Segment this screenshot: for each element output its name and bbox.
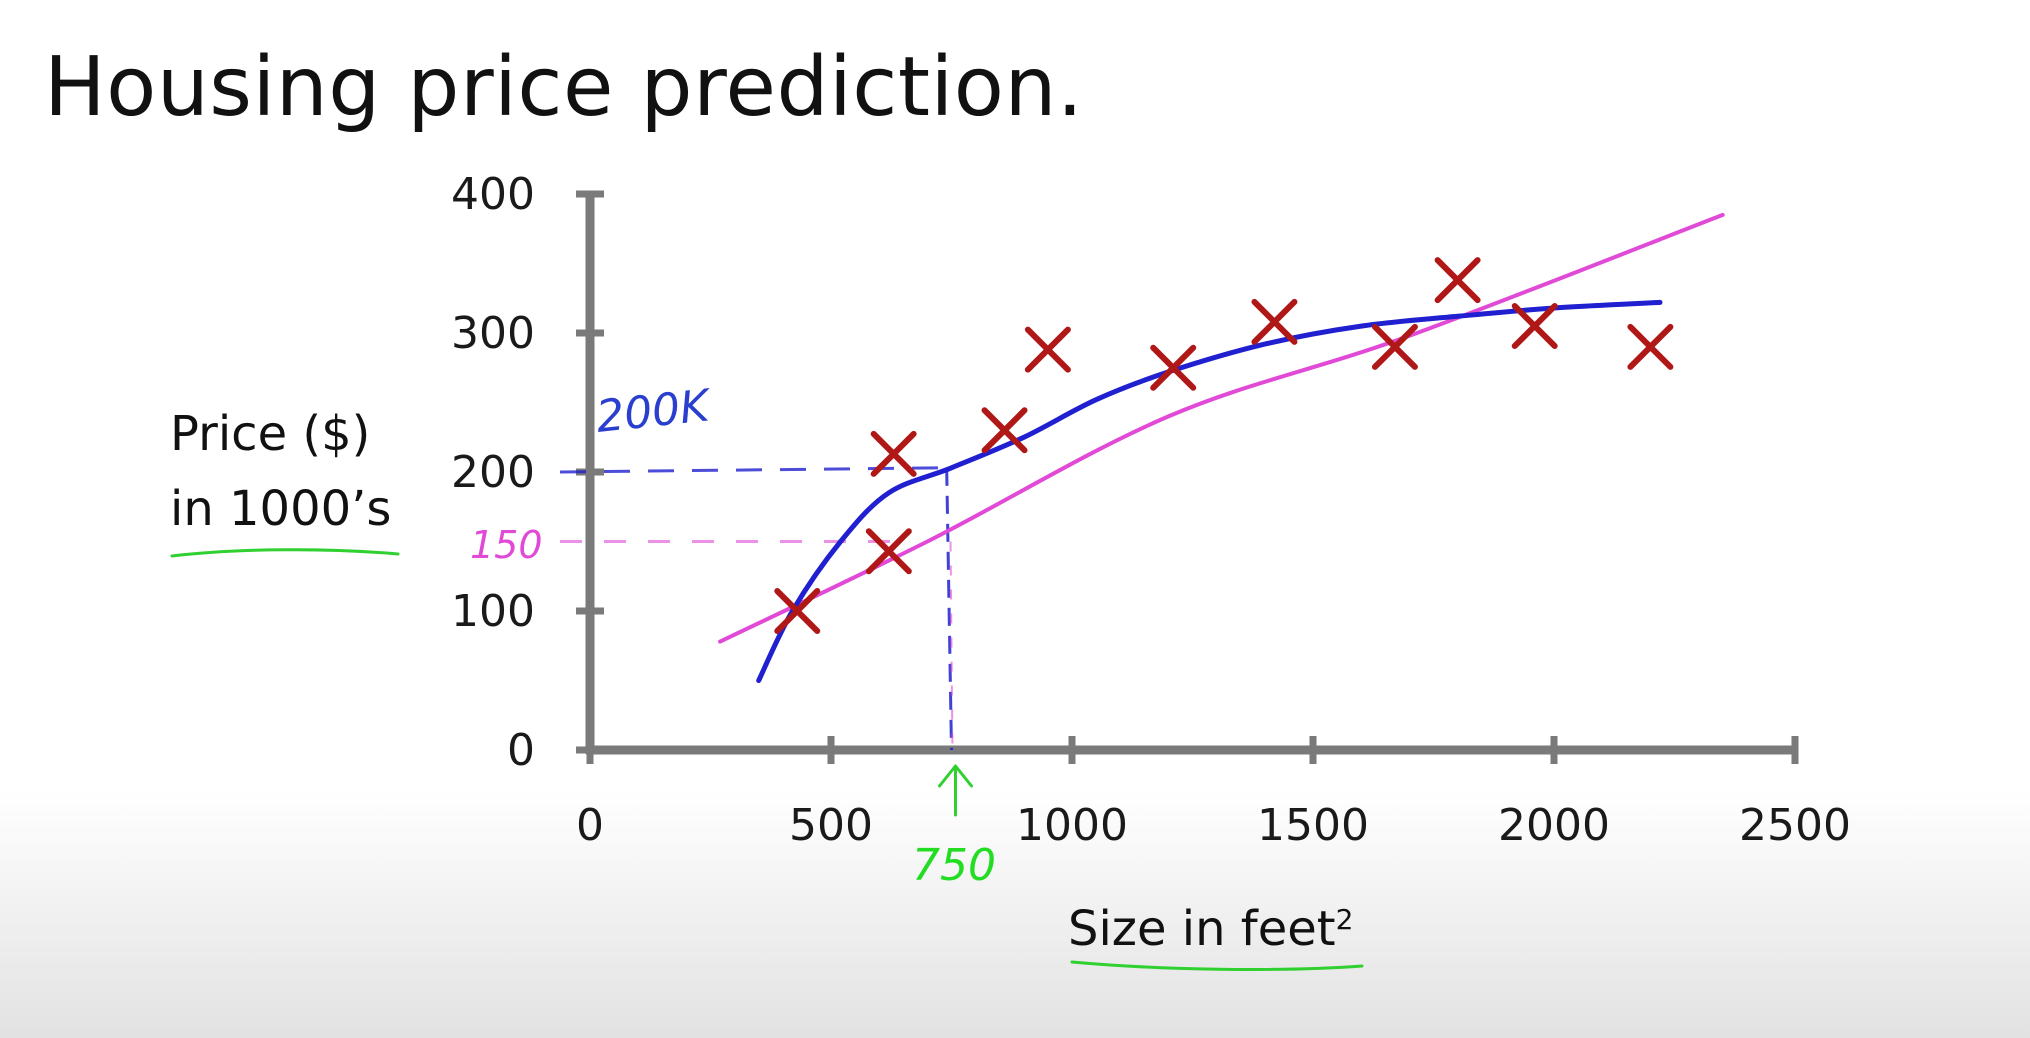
y-ticks: 0 100 200 300 400 bbox=[451, 169, 604, 776]
x-tick-label-1500: 1500 bbox=[1257, 800, 1369, 851]
data-point-stroke bbox=[1627, 323, 1674, 370]
data-point-6 bbox=[1150, 344, 1197, 391]
data-point-stroke bbox=[1371, 323, 1418, 370]
data-point-stroke bbox=[774, 588, 821, 634]
y-tick-label-0: 0 bbox=[507, 725, 535, 776]
annotation-150: 150 bbox=[470, 523, 543, 567]
x-tick-label-2500: 2500 bbox=[1739, 800, 1851, 851]
data-point-stroke bbox=[1434, 257, 1481, 304]
chart-axes bbox=[585, 194, 1795, 755]
slide-title: Housing price prediction. bbox=[44, 40, 1084, 135]
svg-text:Size in feet2: Size in feet2 bbox=[1068, 901, 1353, 957]
data-point-stroke bbox=[1024, 326, 1071, 373]
data-point-stroke bbox=[1511, 303, 1558, 350]
x-label-underline bbox=[1070, 960, 1364, 971]
data-point-10 bbox=[1511, 303, 1558, 350]
fit-curves bbox=[718, 212, 1725, 683]
guide-750-magenta bbox=[949, 541, 954, 751]
data-point-5 bbox=[1024, 326, 1071, 373]
x-tick-label-2000: 2000 bbox=[1498, 800, 1610, 851]
y-tick-label-400: 400 bbox=[451, 169, 535, 220]
x-tick-label-500: 500 bbox=[789, 800, 873, 851]
guide-750-blue bbox=[945, 467, 953, 751]
dashed-guides bbox=[559, 466, 954, 751]
fit-straight-line bbox=[718, 212, 1725, 644]
x-tick-label-1000: 1000 bbox=[1016, 800, 1128, 851]
y-axis-label-line-2: in 1000’s bbox=[170, 481, 391, 537]
x-axis-label-text: Size in feet bbox=[1068, 901, 1336, 957]
annotation-750: 750 bbox=[912, 840, 996, 891]
fit-curve-line bbox=[756, 299, 1663, 683]
x-ticks: 0 500 1000 1500 2000 2500 bbox=[576, 736, 1851, 851]
x-tick-label-0: 0 bbox=[576, 800, 604, 851]
data-point-stroke bbox=[1251, 298, 1298, 345]
handwritten-annotations: 200K 150 750 bbox=[470, 380, 996, 891]
y-label-underline bbox=[170, 548, 400, 558]
x-axis-label-superscript: 2 bbox=[1336, 903, 1354, 936]
bottom-gradient bbox=[0, 790, 2030, 1038]
y-tick-label-100: 100 bbox=[451, 586, 535, 637]
y-tick-label-300: 300 bbox=[451, 308, 535, 359]
y-tick-label-200: 200 bbox=[451, 447, 535, 498]
data-point-stroke bbox=[981, 407, 1028, 454]
data-point-8 bbox=[1371, 323, 1418, 370]
data-points bbox=[774, 257, 1674, 634]
data-point-3 bbox=[870, 430, 917, 477]
data-point-stroke bbox=[1150, 344, 1197, 391]
data-point-stroke bbox=[870, 430, 917, 477]
guide-200k bbox=[559, 466, 942, 474]
x-axis-label: Size in feet2 bbox=[1068, 901, 1353, 957]
y-axis-label-line-1: Price ($) bbox=[170, 406, 370, 462]
data-point-9 bbox=[1434, 257, 1481, 304]
data-point-4 bbox=[981, 407, 1028, 454]
annotation-750-arrow-head bbox=[938, 764, 973, 788]
data-point-2 bbox=[865, 528, 912, 575]
data-point-stroke bbox=[865, 528, 912, 575]
annotation-200k: 200K bbox=[594, 380, 715, 443]
data-point-1 bbox=[774, 588, 821, 634]
data-point-11 bbox=[1627, 323, 1674, 370]
data-point-7 bbox=[1251, 298, 1298, 345]
